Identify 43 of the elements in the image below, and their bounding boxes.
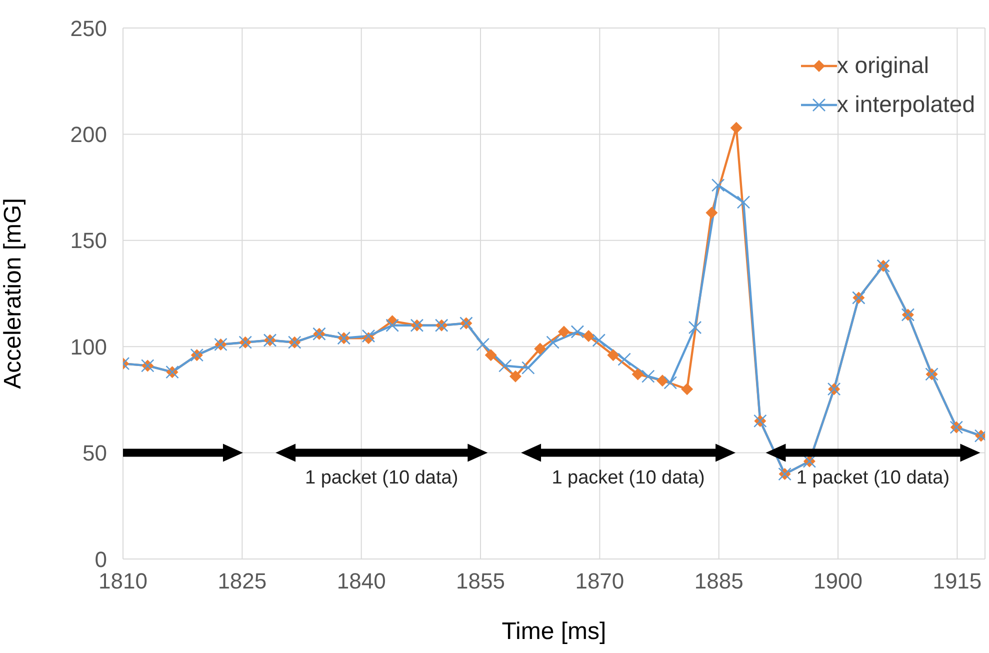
point	[534, 342, 546, 355]
point	[711, 178, 725, 192]
point	[592, 334, 606, 347]
annotation: 1 packet (10 data)	[796, 467, 950, 488]
point	[681, 383, 694, 396]
point	[386, 318, 399, 332]
point	[656, 374, 668, 387]
x-tick-label: 1900	[814, 568, 862, 594]
point	[582, 330, 595, 342]
y-tick-label: 200	[70, 122, 107, 148]
point	[664, 376, 678, 390]
x-tick-label: 1870	[575, 568, 624, 594]
point	[736, 196, 750, 209]
point	[706, 206, 718, 219]
point	[362, 329, 376, 343]
x-axis-title: Time [ms]	[502, 618, 606, 645]
point	[641, 370, 655, 383]
annotation: 1 packet (10 data)	[552, 467, 705, 488]
point	[558, 326, 570, 338]
x-tick-label: 1840	[336, 568, 386, 594]
y-tick-label: 150	[70, 228, 107, 254]
x-tick-label: 1885	[694, 568, 744, 594]
annotation: 1 packet (10 data)	[305, 467, 458, 488]
point	[546, 336, 560, 349]
point	[509, 370, 522, 382]
point	[522, 361, 535, 374]
point	[498, 359, 512, 372]
x-tick-label: 1825	[218, 568, 267, 594]
y-tick-label: 100	[70, 334, 107, 360]
point	[570, 325, 584, 338]
y-tick-label: 50	[82, 440, 107, 466]
legend-label: x original	[836, 52, 929, 79]
point	[607, 349, 620, 362]
point	[730, 122, 742, 134]
x-tick-label: 1855	[456, 568, 505, 594]
point	[688, 320, 702, 334]
x-tick-label: 1915	[932, 568, 982, 594]
legend-label: x interpolated	[836, 91, 975, 118]
y-tick-label: 250	[70, 16, 107, 41]
point	[618, 352, 631, 366]
point	[484, 349, 497, 362]
point	[632, 368, 644, 380]
y-axis-title: Acceleration [mG]	[0, 198, 27, 389]
